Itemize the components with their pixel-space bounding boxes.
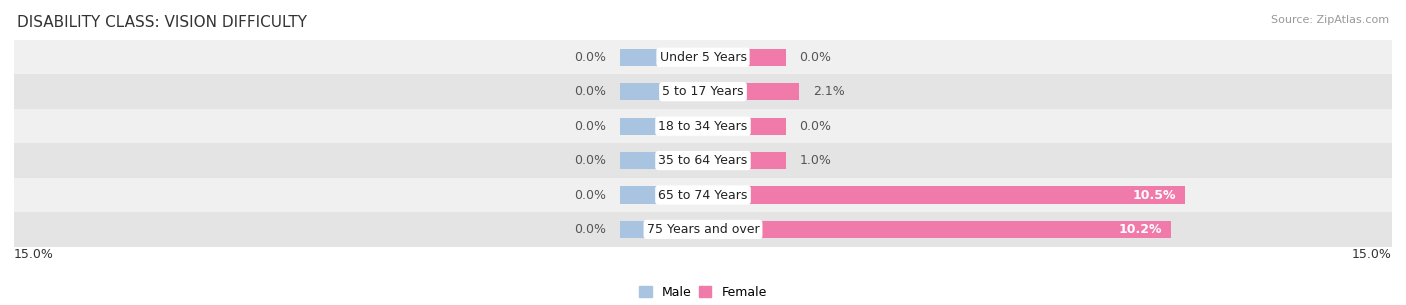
Bar <box>14 143 1392 178</box>
Text: 2.1%: 2.1% <box>813 85 845 98</box>
Bar <box>620 186 703 204</box>
Bar <box>620 83 703 100</box>
Bar <box>14 212 1392 247</box>
Bar <box>703 49 786 66</box>
Text: 15.0%: 15.0% <box>1353 248 1392 261</box>
Text: Source: ZipAtlas.com: Source: ZipAtlas.com <box>1271 15 1389 25</box>
Bar <box>14 40 1392 74</box>
Text: 75 Years and over: 75 Years and over <box>647 223 759 236</box>
Text: 0.0%: 0.0% <box>800 51 831 64</box>
Text: 0.0%: 0.0% <box>575 51 606 64</box>
Text: 5 to 17 Years: 5 to 17 Years <box>662 85 744 98</box>
Text: 35 to 64 Years: 35 to 64 Years <box>658 154 748 167</box>
Text: 10.2%: 10.2% <box>1119 223 1163 236</box>
Bar <box>703 117 786 135</box>
Legend: Male, Female: Male, Female <box>634 281 772 304</box>
Bar <box>620 117 703 135</box>
Text: 0.0%: 0.0% <box>575 154 606 167</box>
Text: 0.0%: 0.0% <box>575 85 606 98</box>
Text: 65 to 74 Years: 65 to 74 Years <box>658 188 748 202</box>
Text: Under 5 Years: Under 5 Years <box>659 51 747 64</box>
Bar <box>14 74 1392 109</box>
Text: 0.0%: 0.0% <box>800 120 831 133</box>
Bar <box>703 221 1171 238</box>
Text: 0.0%: 0.0% <box>575 120 606 133</box>
Text: DISABILITY CLASS: VISION DIFFICULTY: DISABILITY CLASS: VISION DIFFICULTY <box>17 15 307 30</box>
Text: 1.0%: 1.0% <box>800 154 831 167</box>
Bar <box>703 83 800 100</box>
Bar <box>703 186 1185 204</box>
Text: 10.5%: 10.5% <box>1133 188 1175 202</box>
Bar <box>620 49 703 66</box>
Text: 0.0%: 0.0% <box>575 188 606 202</box>
Bar <box>620 221 703 238</box>
Text: 0.0%: 0.0% <box>575 223 606 236</box>
Text: 15.0%: 15.0% <box>14 248 53 261</box>
Bar <box>620 152 703 169</box>
Bar <box>703 152 786 169</box>
Bar <box>14 178 1392 212</box>
Bar <box>14 109 1392 143</box>
Text: 18 to 34 Years: 18 to 34 Years <box>658 120 748 133</box>
